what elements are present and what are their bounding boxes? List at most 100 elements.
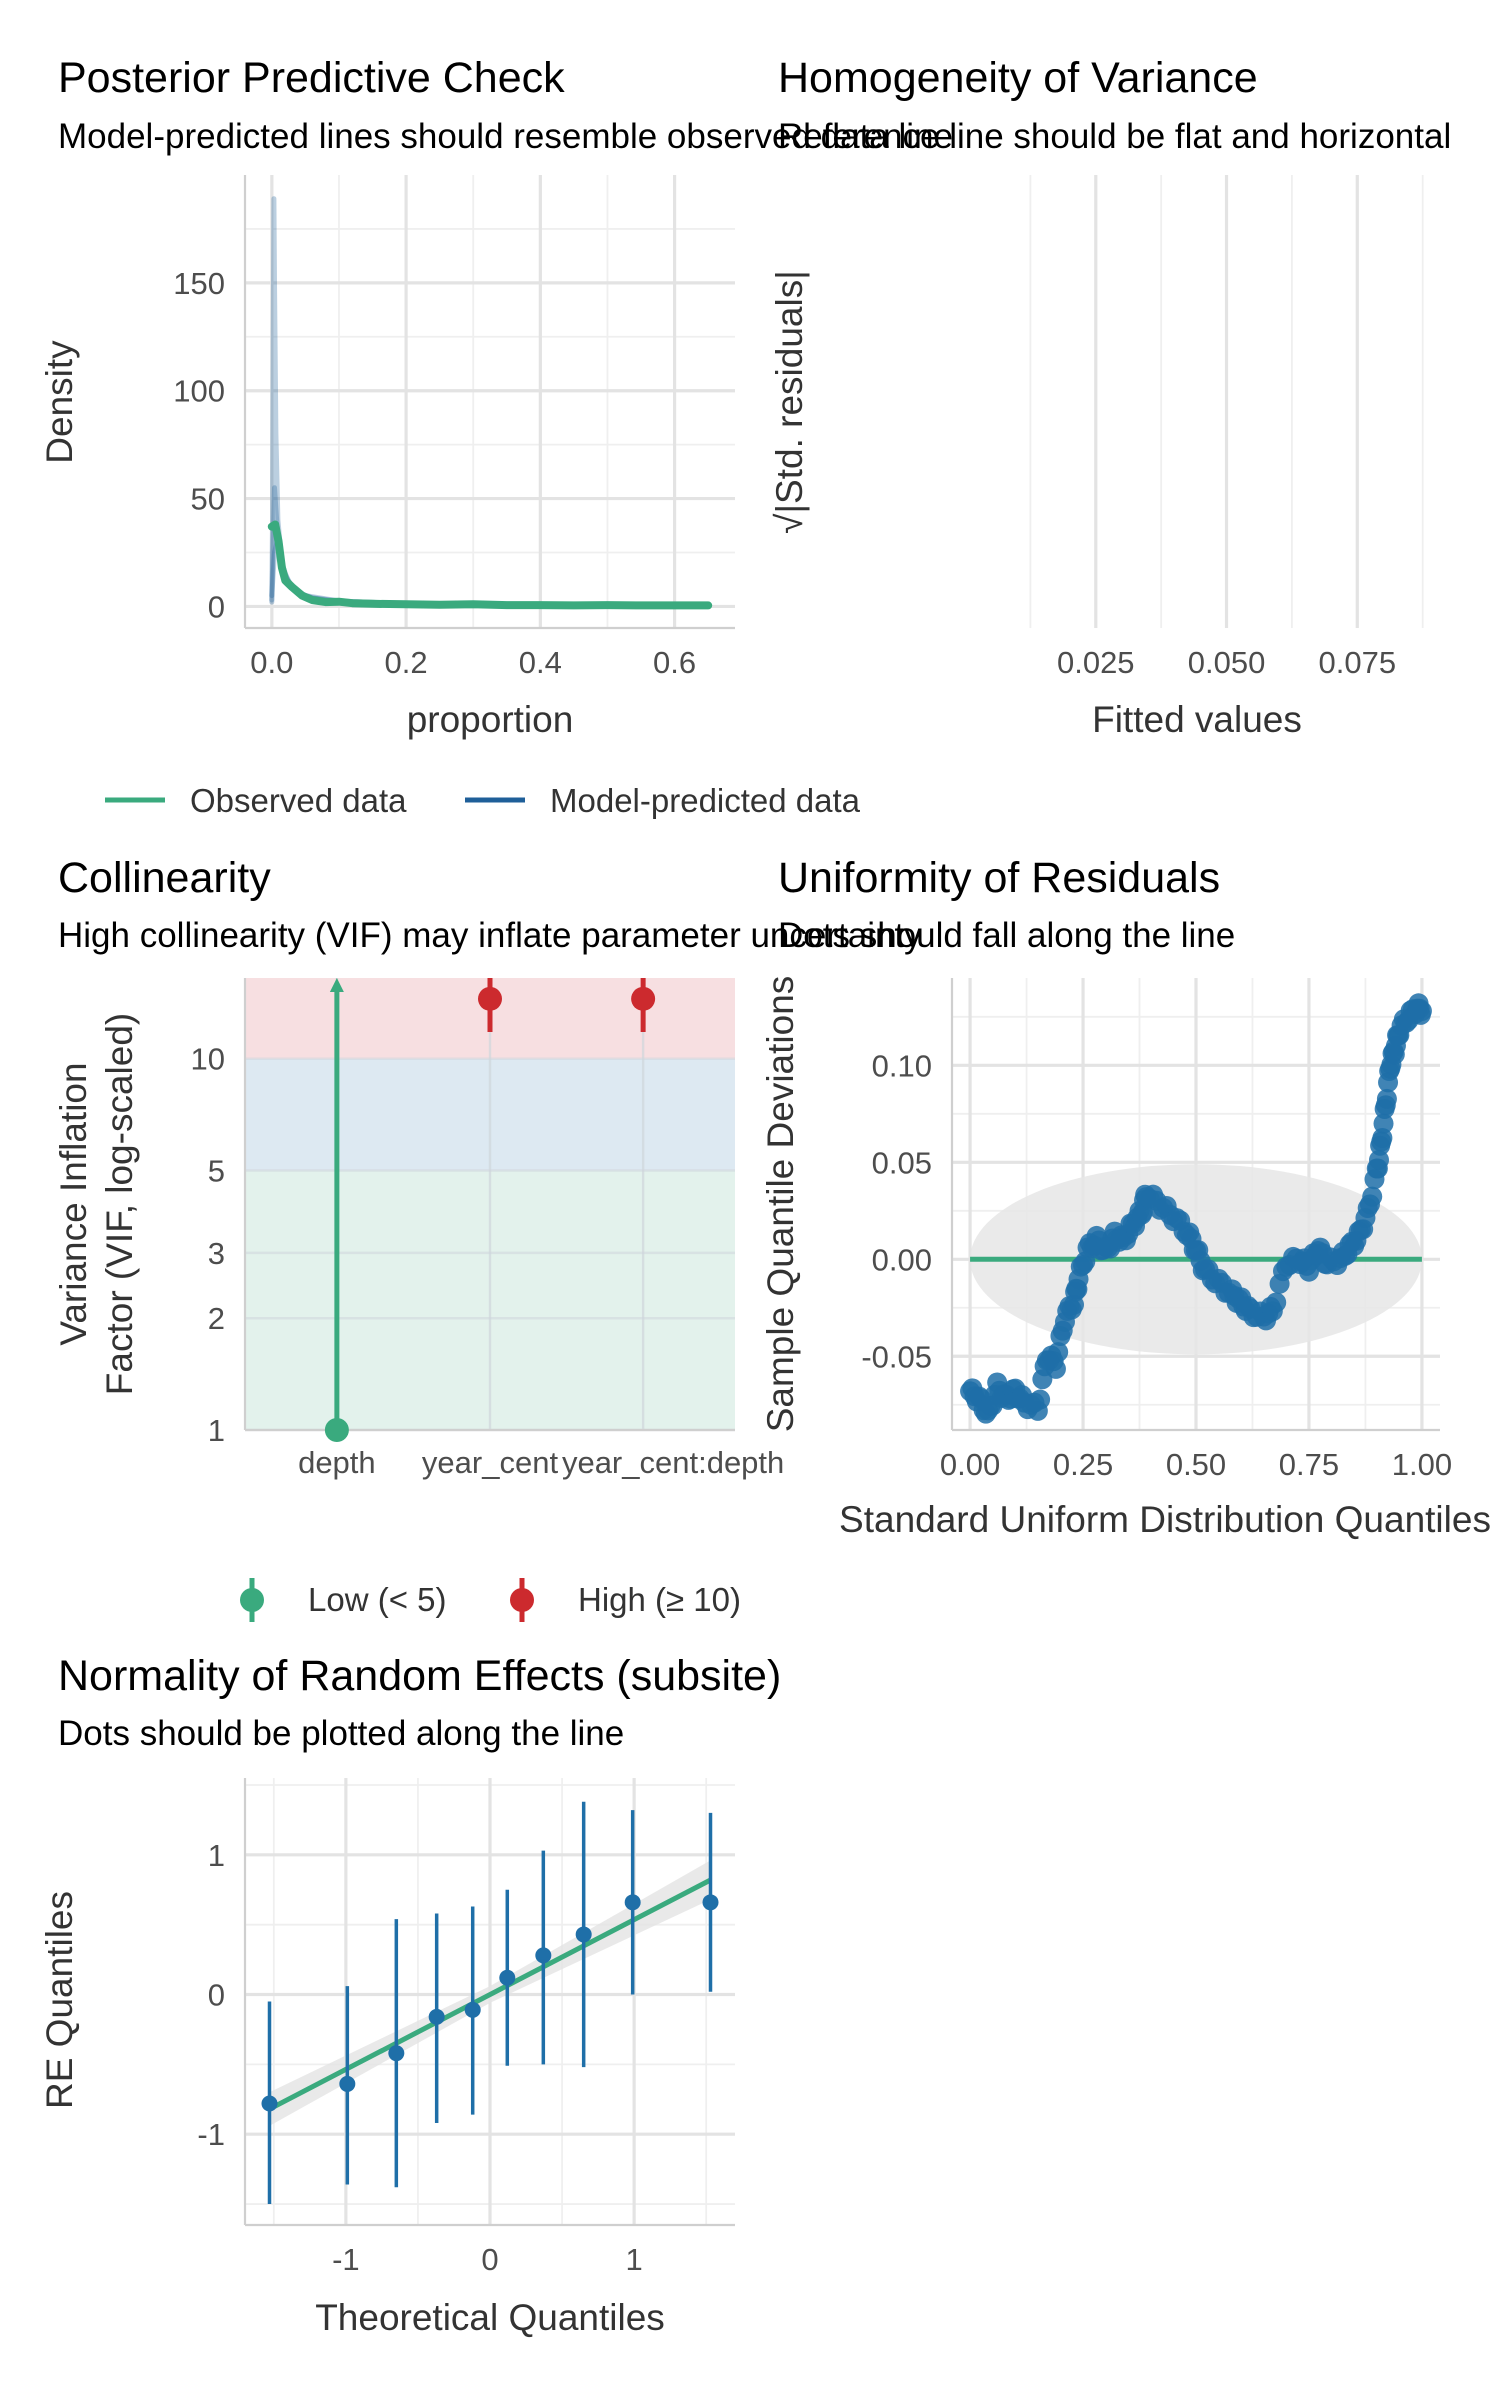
x-tick-label: 1 bbox=[625, 2242, 642, 2277]
x-tick-label: 0.050 bbox=[1188, 645, 1266, 680]
residual-point bbox=[1373, 1113, 1394, 1134]
chart-title: Collinearity bbox=[58, 854, 271, 902]
x-tick-label: 0.50 bbox=[1166, 1447, 1226, 1482]
x-tick-label: year_cent bbox=[422, 1445, 559, 1480]
residual-point bbox=[1048, 1342, 1069, 1363]
fit-line bbox=[268, 1877, 712, 2112]
minor-grid bbox=[245, 175, 735, 628]
random-effect-point bbox=[575, 1926, 592, 1943]
chart-subtitle: High collinearity (VIF) may inflate para… bbox=[58, 916, 922, 955]
residual-point bbox=[1030, 1389, 1051, 1410]
random-effect-point bbox=[464, 2001, 481, 2018]
y-tick-label: 100 bbox=[173, 374, 225, 409]
panel-uniformity-of-residuals: Uniformity of Residuals Dots should fall … bbox=[760, 854, 1491, 1540]
chart-title: Posterior Predictive Check bbox=[58, 54, 565, 102]
legend: Low (< 5) High (≥ 10) bbox=[240, 1578, 741, 1622]
x-tick-label: 0 bbox=[481, 2242, 498, 2277]
chart-subtitle: Reference line should be flat and horizo… bbox=[778, 117, 1451, 156]
x-tick-label: 0.2 bbox=[385, 645, 428, 680]
chart-title: Normality of Random Effects (subsite) bbox=[58, 1652, 781, 1700]
residual-point bbox=[1266, 1292, 1287, 1313]
y-tick-label: 0.05 bbox=[872, 1145, 932, 1180]
legend-label: Low (< 5) bbox=[308, 1581, 446, 1618]
x-tick-label: year_cent:depth bbox=[562, 1445, 784, 1480]
y-axis-label-line: Variance Inflation bbox=[53, 1062, 94, 1345]
chart-subtitle: Dots should fall along the line bbox=[778, 916, 1235, 955]
x-tick-label: -1 bbox=[332, 2242, 360, 2277]
vif-points bbox=[324, 978, 656, 1442]
residual-point bbox=[1362, 1186, 1383, 1207]
y-tick-label: 0.00 bbox=[872, 1242, 932, 1277]
y-axis-label-text: √|Std. residuals| bbox=[769, 270, 810, 534]
random-effect-point bbox=[428, 2008, 445, 2025]
legend: Observed data Model-predicted data bbox=[105, 782, 861, 819]
x-tick-label: 1.00 bbox=[1392, 1447, 1452, 1482]
y-tick-label: 2 bbox=[208, 1301, 225, 1336]
y-tick-label: -0.05 bbox=[861, 1339, 932, 1374]
residual-point bbox=[1045, 1358, 1066, 1379]
y-tick-label: 1 bbox=[208, 1413, 225, 1448]
y-tick-label: 5 bbox=[208, 1154, 225, 1189]
random-effect-point bbox=[702, 1894, 719, 1911]
random-effect-point bbox=[261, 2095, 278, 2112]
x-axis-label: Theoretical Quantiles bbox=[315, 2297, 665, 2338]
chart-title: Homogeneity of Variance bbox=[778, 54, 1258, 102]
x-tick-label: 0.00 bbox=[940, 1447, 1000, 1482]
residual-point bbox=[1372, 1127, 1393, 1148]
vif-point bbox=[631, 986, 656, 1011]
residual-point bbox=[1376, 1088, 1397, 1109]
panel-collinearity: Collinearity High collinearity (VIF) may … bbox=[53, 854, 922, 1622]
legend-label: High (≥ 10) bbox=[578, 1581, 741, 1618]
chart-subtitle: Model-predicted lines should resemble ob… bbox=[58, 117, 953, 156]
vif-interval-arrow bbox=[329, 978, 344, 992]
random-effect-point bbox=[339, 2075, 356, 2092]
random-effect-points bbox=[261, 1801, 719, 2205]
observed-density-line bbox=[267, 520, 713, 610]
y-tick-label: 3 bbox=[208, 1236, 225, 1271]
random-effect-point bbox=[499, 1969, 516, 1986]
y-tick-label: 1 bbox=[208, 1838, 225, 1873]
chart-subtitle: Dots should be plotted along the line bbox=[58, 1714, 624, 1753]
chart-title: Uniformity of Residuals bbox=[778, 854, 1220, 902]
vif-point bbox=[478, 986, 502, 1011]
x-tick-label: 0.25 bbox=[1053, 1447, 1113, 1482]
x-grid bbox=[1029, 175, 1424, 628]
series bbox=[267, 196, 713, 610]
y-axis-label-line: Factor (VIF, log-scaled) bbox=[99, 1013, 140, 1395]
y-axis-label: √|Std. residuals| bbox=[769, 270, 810, 534]
x-axis-label: proportion bbox=[407, 699, 574, 740]
vif-point bbox=[324, 1418, 349, 1442]
y-tick-label: 0.10 bbox=[872, 1048, 932, 1083]
y-axis-label: RE Quantiles bbox=[39, 1891, 80, 2109]
x-tick-label: 0.075 bbox=[1319, 645, 1397, 680]
x-grid bbox=[270, 175, 677, 628]
residual-point bbox=[1411, 1000, 1432, 1021]
x-tick-label: 0.025 bbox=[1057, 645, 1135, 680]
y-tick-label: 150 bbox=[173, 266, 225, 301]
legend-label: Observed data bbox=[190, 782, 407, 819]
y-axis-label: Sample Quantile Deviations bbox=[760, 976, 801, 1433]
x-tick-label: 0.0 bbox=[250, 645, 293, 680]
x-tick-label: 0.6 bbox=[653, 645, 696, 680]
panel-homogeneity-of-variance: Homogeneity of Variance Reference line sh… bbox=[769, 54, 1451, 740]
x-tick-label: depth bbox=[298, 1445, 376, 1480]
x-axis-label: Fitted values bbox=[1092, 699, 1302, 740]
y-tick-label: -1 bbox=[197, 2117, 225, 2152]
random-effect-point bbox=[624, 1894, 641, 1911]
x-axis-label: Standard Uniform Distribution Quantiles bbox=[839, 1499, 1491, 1540]
random-effect-point bbox=[388, 2045, 405, 2062]
legend-key-point bbox=[240, 1588, 264, 1612]
legend-key-point bbox=[510, 1588, 534, 1612]
x-tick-label: 0.75 bbox=[1279, 1447, 1339, 1482]
panel-posterior-predictive-check: Posterior Predictive Check Model-predicte… bbox=[39, 54, 953, 819]
y-tick-label: 50 bbox=[191, 482, 225, 517]
y-tick-label: 0 bbox=[208, 589, 225, 624]
panel-normality-of-random-effects: Normality of Random Effects (subsite) Dot… bbox=[39, 1652, 781, 2338]
y-axis-label: Variance Inflation Factor (VIF, log-scale… bbox=[53, 1013, 140, 1395]
y-tick-label: 0 bbox=[208, 1978, 225, 2013]
x-tick-label: 0.4 bbox=[519, 645, 562, 680]
residual-point bbox=[1369, 1149, 1389, 1170]
y-axis-label: Density bbox=[39, 340, 80, 464]
legend-label: Model-predicted data bbox=[550, 782, 861, 819]
